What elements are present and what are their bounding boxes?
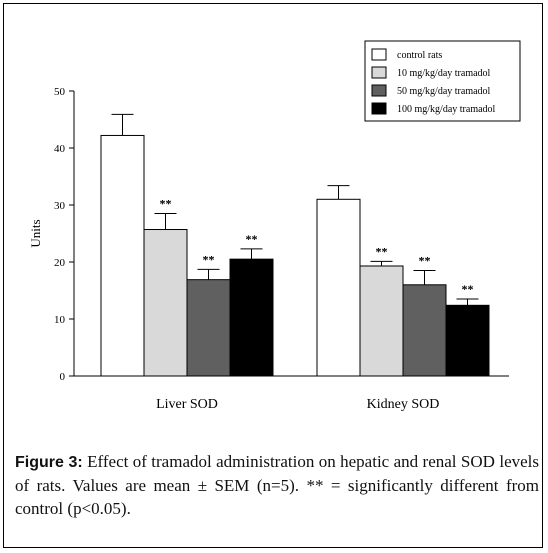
x-category-label: Kidney SOD <box>367 397 440 412</box>
y-axis-label: Units <box>28 219 43 247</box>
bar <box>316 198 361 377</box>
significance-mark: ** <box>376 244 388 258</box>
figure-frame: 0 10 20 30 40 50 Units ** ** ** Liver SOD ** ** ** Kid… <box>3 3 543 548</box>
y-tick-label: 20 <box>54 257 66 269</box>
bar <box>100 134 145 377</box>
significance-mark: ** <box>419 254 431 268</box>
legend-swatch <box>371 66 387 79</box>
legend-label: 100 mg/kg/day tramadol <box>397 104 496 115</box>
bar <box>229 258 274 377</box>
legend-swatch <box>371 102 387 115</box>
x-category-label: Liver SOD <box>156 397 218 412</box>
legend-swatch <box>371 48 387 61</box>
figure-label: Figure 3: <box>15 454 83 471</box>
bar <box>143 229 188 377</box>
legend-swatch <box>371 84 387 97</box>
bar <box>186 279 231 377</box>
y-tick-label: 30 <box>54 200 66 212</box>
bar <box>402 284 447 377</box>
figure-caption: Figure 3: Effect of tramadol administrat… <box>15 450 539 520</box>
y-tick-label: 10 <box>54 314 66 326</box>
bar <box>359 265 404 377</box>
y-tick-label: 50 <box>54 86 66 98</box>
legend-label: 50 mg/kg/day tramadol <box>397 86 491 97</box>
significance-mark: ** <box>160 197 172 211</box>
legend-label: control rats <box>397 50 442 61</box>
significance-mark: ** <box>462 282 474 296</box>
significance-mark: ** <box>246 232 258 246</box>
bar <box>445 304 490 377</box>
y-tick-label: 40 <box>54 143 66 155</box>
significance-mark: ** <box>203 252 215 266</box>
y-tick-label: 0 <box>60 371 66 383</box>
legend-label: 10 mg/kg/day tramadol <box>397 68 491 79</box>
legend-box <box>364 40 521 122</box>
caption-text: Effect of tramadol administration on hep… <box>15 452 539 518</box>
bar-chart: 0 10 20 30 40 50 Units ** ** ** Liver SOD ** ** ** Kid… <box>28 40 521 412</box>
